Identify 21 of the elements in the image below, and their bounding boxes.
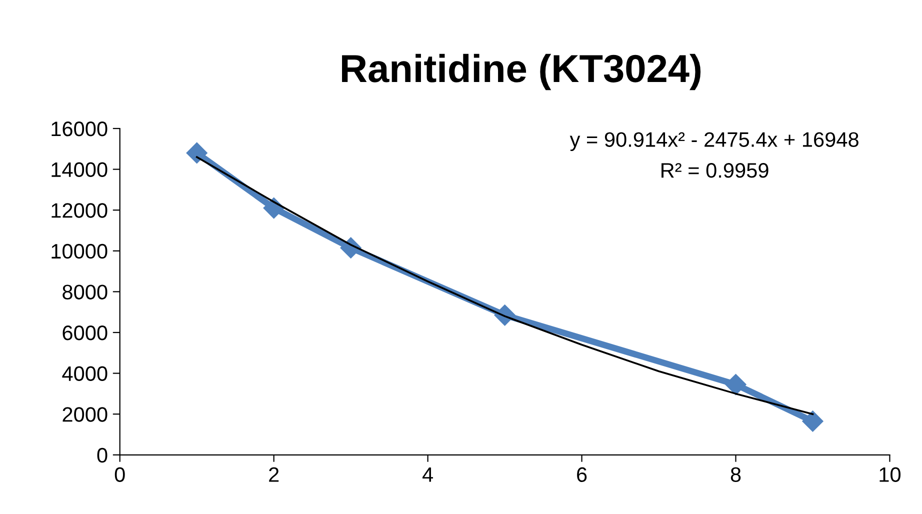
annotation: y = 90.914x² - 2475.4x + 16948 bbox=[570, 132, 858, 152]
x-tick-label: 6 bbox=[577, 467, 587, 482]
y-tick-label: 16000 bbox=[52, 122, 108, 136]
point bbox=[802, 410, 824, 432]
x-tick-label: 2 bbox=[269, 467, 279, 482]
y-tick-label: 10000 bbox=[52, 244, 108, 259]
y-tick-label: 4000 bbox=[62, 366, 108, 382]
x-tick-label: 0 bbox=[114, 467, 125, 482]
point bbox=[186, 142, 208, 164]
point bbox=[725, 374, 746, 396]
x-tick-label: 8 bbox=[730, 467, 741, 482]
chart-title: Ranitidine (KT3024) bbox=[342, 54, 701, 90]
y-tick-label: 0 bbox=[97, 448, 108, 463]
y-tick-label: 2000 bbox=[62, 407, 108, 422]
y-tick-label: 8000 bbox=[62, 284, 108, 300]
y-tick-label: 12000 bbox=[52, 203, 108, 218]
y-tick-label: 14000 bbox=[52, 162, 108, 178]
y-tick-label: 6000 bbox=[62, 325, 108, 340]
annotation: R² = 0.9959 bbox=[662, 163, 768, 178]
x-tick-label: 10 bbox=[880, 467, 901, 482]
x-tick-label: 4 bbox=[422, 467, 433, 482]
